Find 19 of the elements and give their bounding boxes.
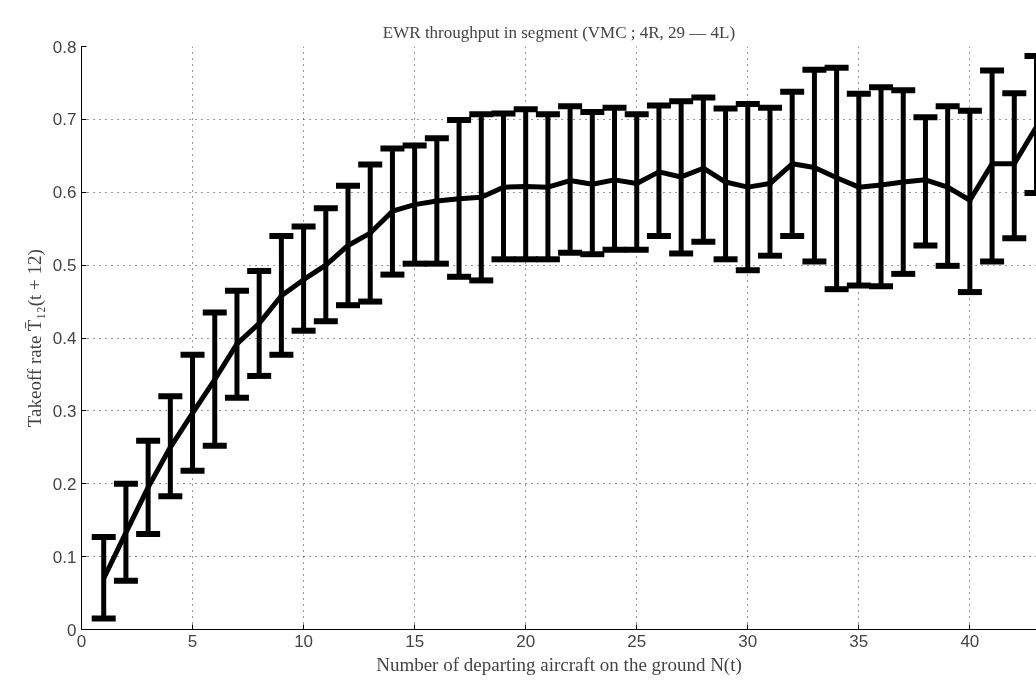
y-tick-label: 0.4 bbox=[52, 329, 77, 348]
y-tick-label: 0.3 bbox=[52, 401, 77, 421]
x-tick-label: 40 bbox=[960, 631, 980, 651]
x-tick-label: 35 bbox=[849, 631, 869, 651]
x-tick-label: 10 bbox=[294, 631, 314, 651]
x-tick-label: 25 bbox=[627, 631, 647, 651]
y-tick-label: 0.1 bbox=[52, 547, 77, 567]
y-tick-label: 0.2 bbox=[52, 474, 77, 494]
x-tick-label: 20 bbox=[516, 631, 536, 651]
y-tick-label: 0.8 bbox=[52, 37, 77, 57]
x-tick-label: 30 bbox=[738, 631, 758, 651]
y-tick-label: 0.6 bbox=[52, 183, 77, 203]
y-axis-title: Takeoff rate T̄₁₂(t + 12) bbox=[23, 249, 46, 428]
x-tick-label: 5 bbox=[187, 631, 198, 651]
chart-title: EWR throughput in segment (VMC ; 4R, 29 — 4L) bbox=[382, 22, 736, 42]
y-tick-label: 0.5 bbox=[52, 256, 77, 276]
x-axis-title: Number of departing aircraft on the ground N(t) bbox=[376, 653, 742, 676]
x-tick-label: 15 bbox=[405, 631, 425, 651]
y-tick-label: 0.7 bbox=[52, 110, 77, 130]
